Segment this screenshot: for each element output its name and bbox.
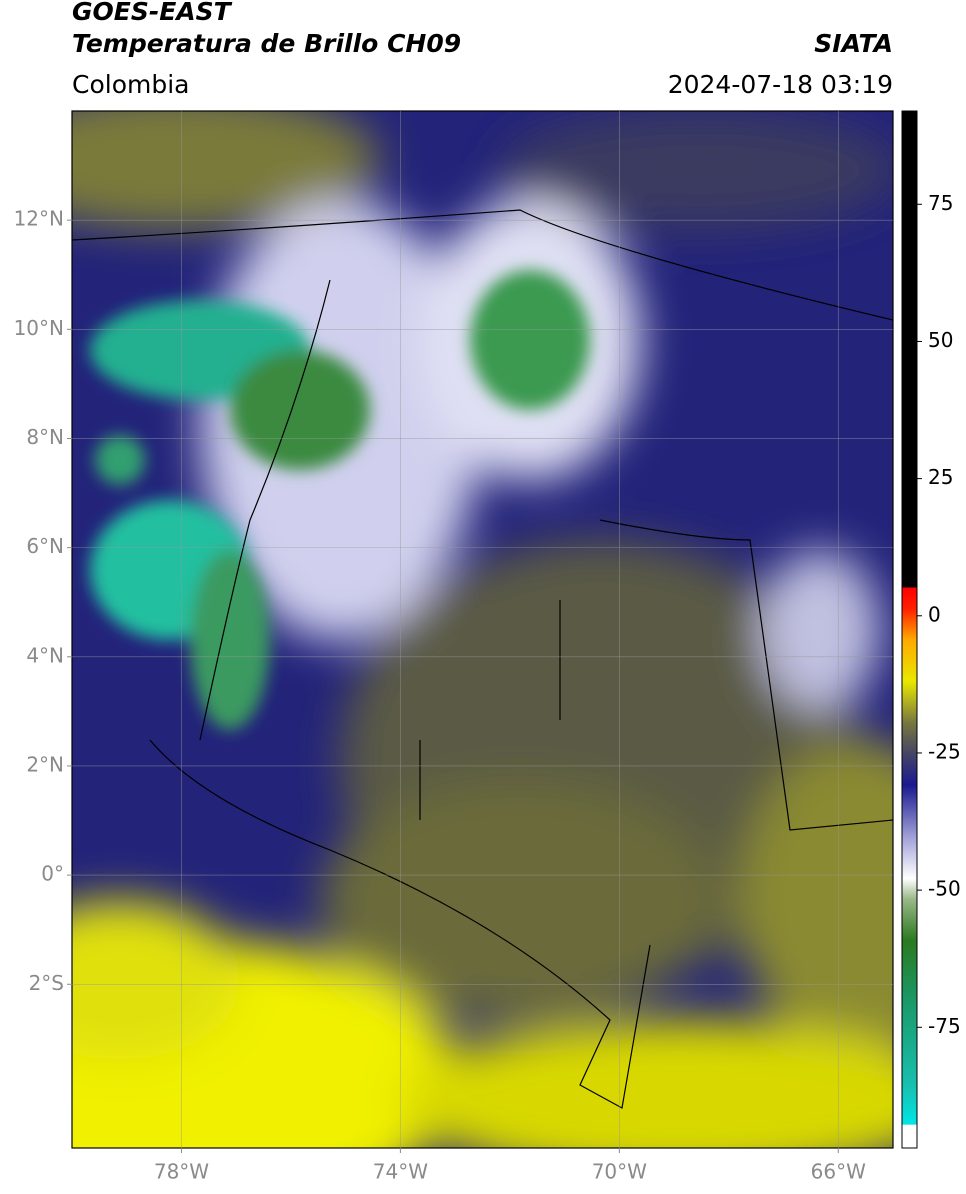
colorbar-label: 0 bbox=[928, 602, 941, 626]
x-tick-label: 74°W bbox=[373, 1160, 428, 1184]
y-tick-label: 2°S bbox=[29, 971, 64, 995]
x-tick-label: 78°W bbox=[154, 1160, 209, 1184]
y-tick-label: 10°N bbox=[14, 316, 64, 340]
colorbar-label: -50 bbox=[928, 877, 961, 901]
y-tick-label: 2°N bbox=[26, 752, 64, 776]
colorbar-label: 25 bbox=[928, 465, 953, 489]
y-tick-label: 0° bbox=[41, 862, 64, 886]
x-tick-label: 70°W bbox=[592, 1160, 647, 1184]
source: SIATA bbox=[814, 29, 893, 58]
x-tick-label: 66°W bbox=[811, 1160, 866, 1184]
colorbar-label: -25 bbox=[928, 739, 961, 763]
y-tick-label: 8°N bbox=[26, 425, 64, 449]
y-tick-label: 6°N bbox=[26, 534, 64, 558]
colorbar bbox=[901, 110, 918, 1149]
title: GOES-EAST bbox=[72, 0, 233, 26]
map-frame bbox=[71, 110, 894, 1149]
y-tick-label: 12°N bbox=[14, 207, 64, 231]
region: Colombia bbox=[72, 70, 189, 99]
colorbar-label: -75 bbox=[928, 1014, 961, 1038]
timestamp: 2024-07-18 03:19 bbox=[668, 70, 893, 99]
colorbar-label: 75 bbox=[928, 191, 953, 215]
y-tick-label: 4°N bbox=[26, 643, 64, 667]
colorbar-label: 50 bbox=[928, 328, 953, 352]
satellite-image bbox=[72, 111, 893, 1148]
subtitle: Temperatura de Brillo CH09 bbox=[72, 29, 461, 58]
